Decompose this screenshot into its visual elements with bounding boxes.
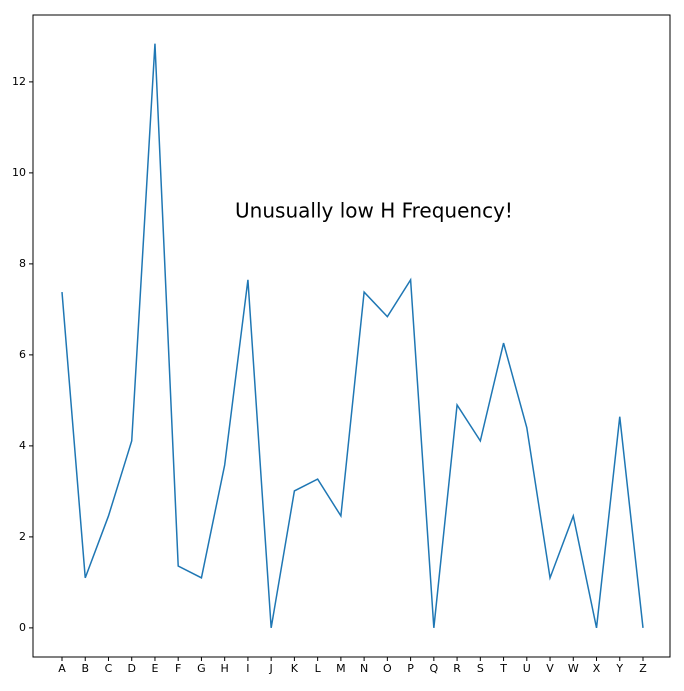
- x-tick-label: Z: [639, 662, 647, 675]
- line-series: [61, 43, 644, 629]
- x-tick-label: Q: [430, 662, 439, 675]
- x-tick-label: D: [127, 662, 135, 675]
- x-tick-label: X: [593, 662, 601, 675]
- y-tick-label: 4: [19, 439, 26, 452]
- x-tick-label: U: [523, 662, 531, 675]
- x-tick-label: J: [269, 662, 273, 675]
- x-tick-label: W: [568, 662, 579, 675]
- x-tick-label: V: [546, 662, 554, 675]
- y-tick-label: 6: [19, 348, 26, 361]
- x-tick-label: K: [291, 662, 299, 675]
- x-tick-label: G: [197, 662, 206, 675]
- x-tick-label: B: [81, 662, 89, 675]
- x-tick-label: F: [175, 662, 181, 675]
- x-tick-label: I: [246, 662, 249, 675]
- plot-frame: [32, 14, 671, 658]
- x-tick-label: T: [499, 662, 507, 675]
- x-tick-label: N: [360, 662, 368, 675]
- x-tick-label: H: [221, 662, 229, 675]
- x-tick-label: A: [58, 662, 66, 675]
- x-tick-label: Y: [615, 662, 623, 675]
- x-tick-label: E: [151, 662, 158, 675]
- x-tick-label: M: [336, 662, 346, 675]
- y-tick-label: 8: [19, 257, 26, 270]
- y-tick-label: 0: [19, 621, 26, 634]
- x-tick-label: L: [315, 662, 322, 675]
- x-tick-label: P: [407, 662, 414, 675]
- y-tick-label: 12: [12, 75, 26, 88]
- y-tick-label: 10: [12, 166, 26, 179]
- x-tick-label: S: [477, 662, 484, 675]
- x-tick-label: R: [453, 662, 461, 675]
- y-tick-label: 2: [19, 530, 26, 543]
- x-tick-label: C: [105, 662, 113, 675]
- annotation: Unusually low H Frequency!: [235, 199, 513, 223]
- x-tick-label: O: [383, 662, 392, 675]
